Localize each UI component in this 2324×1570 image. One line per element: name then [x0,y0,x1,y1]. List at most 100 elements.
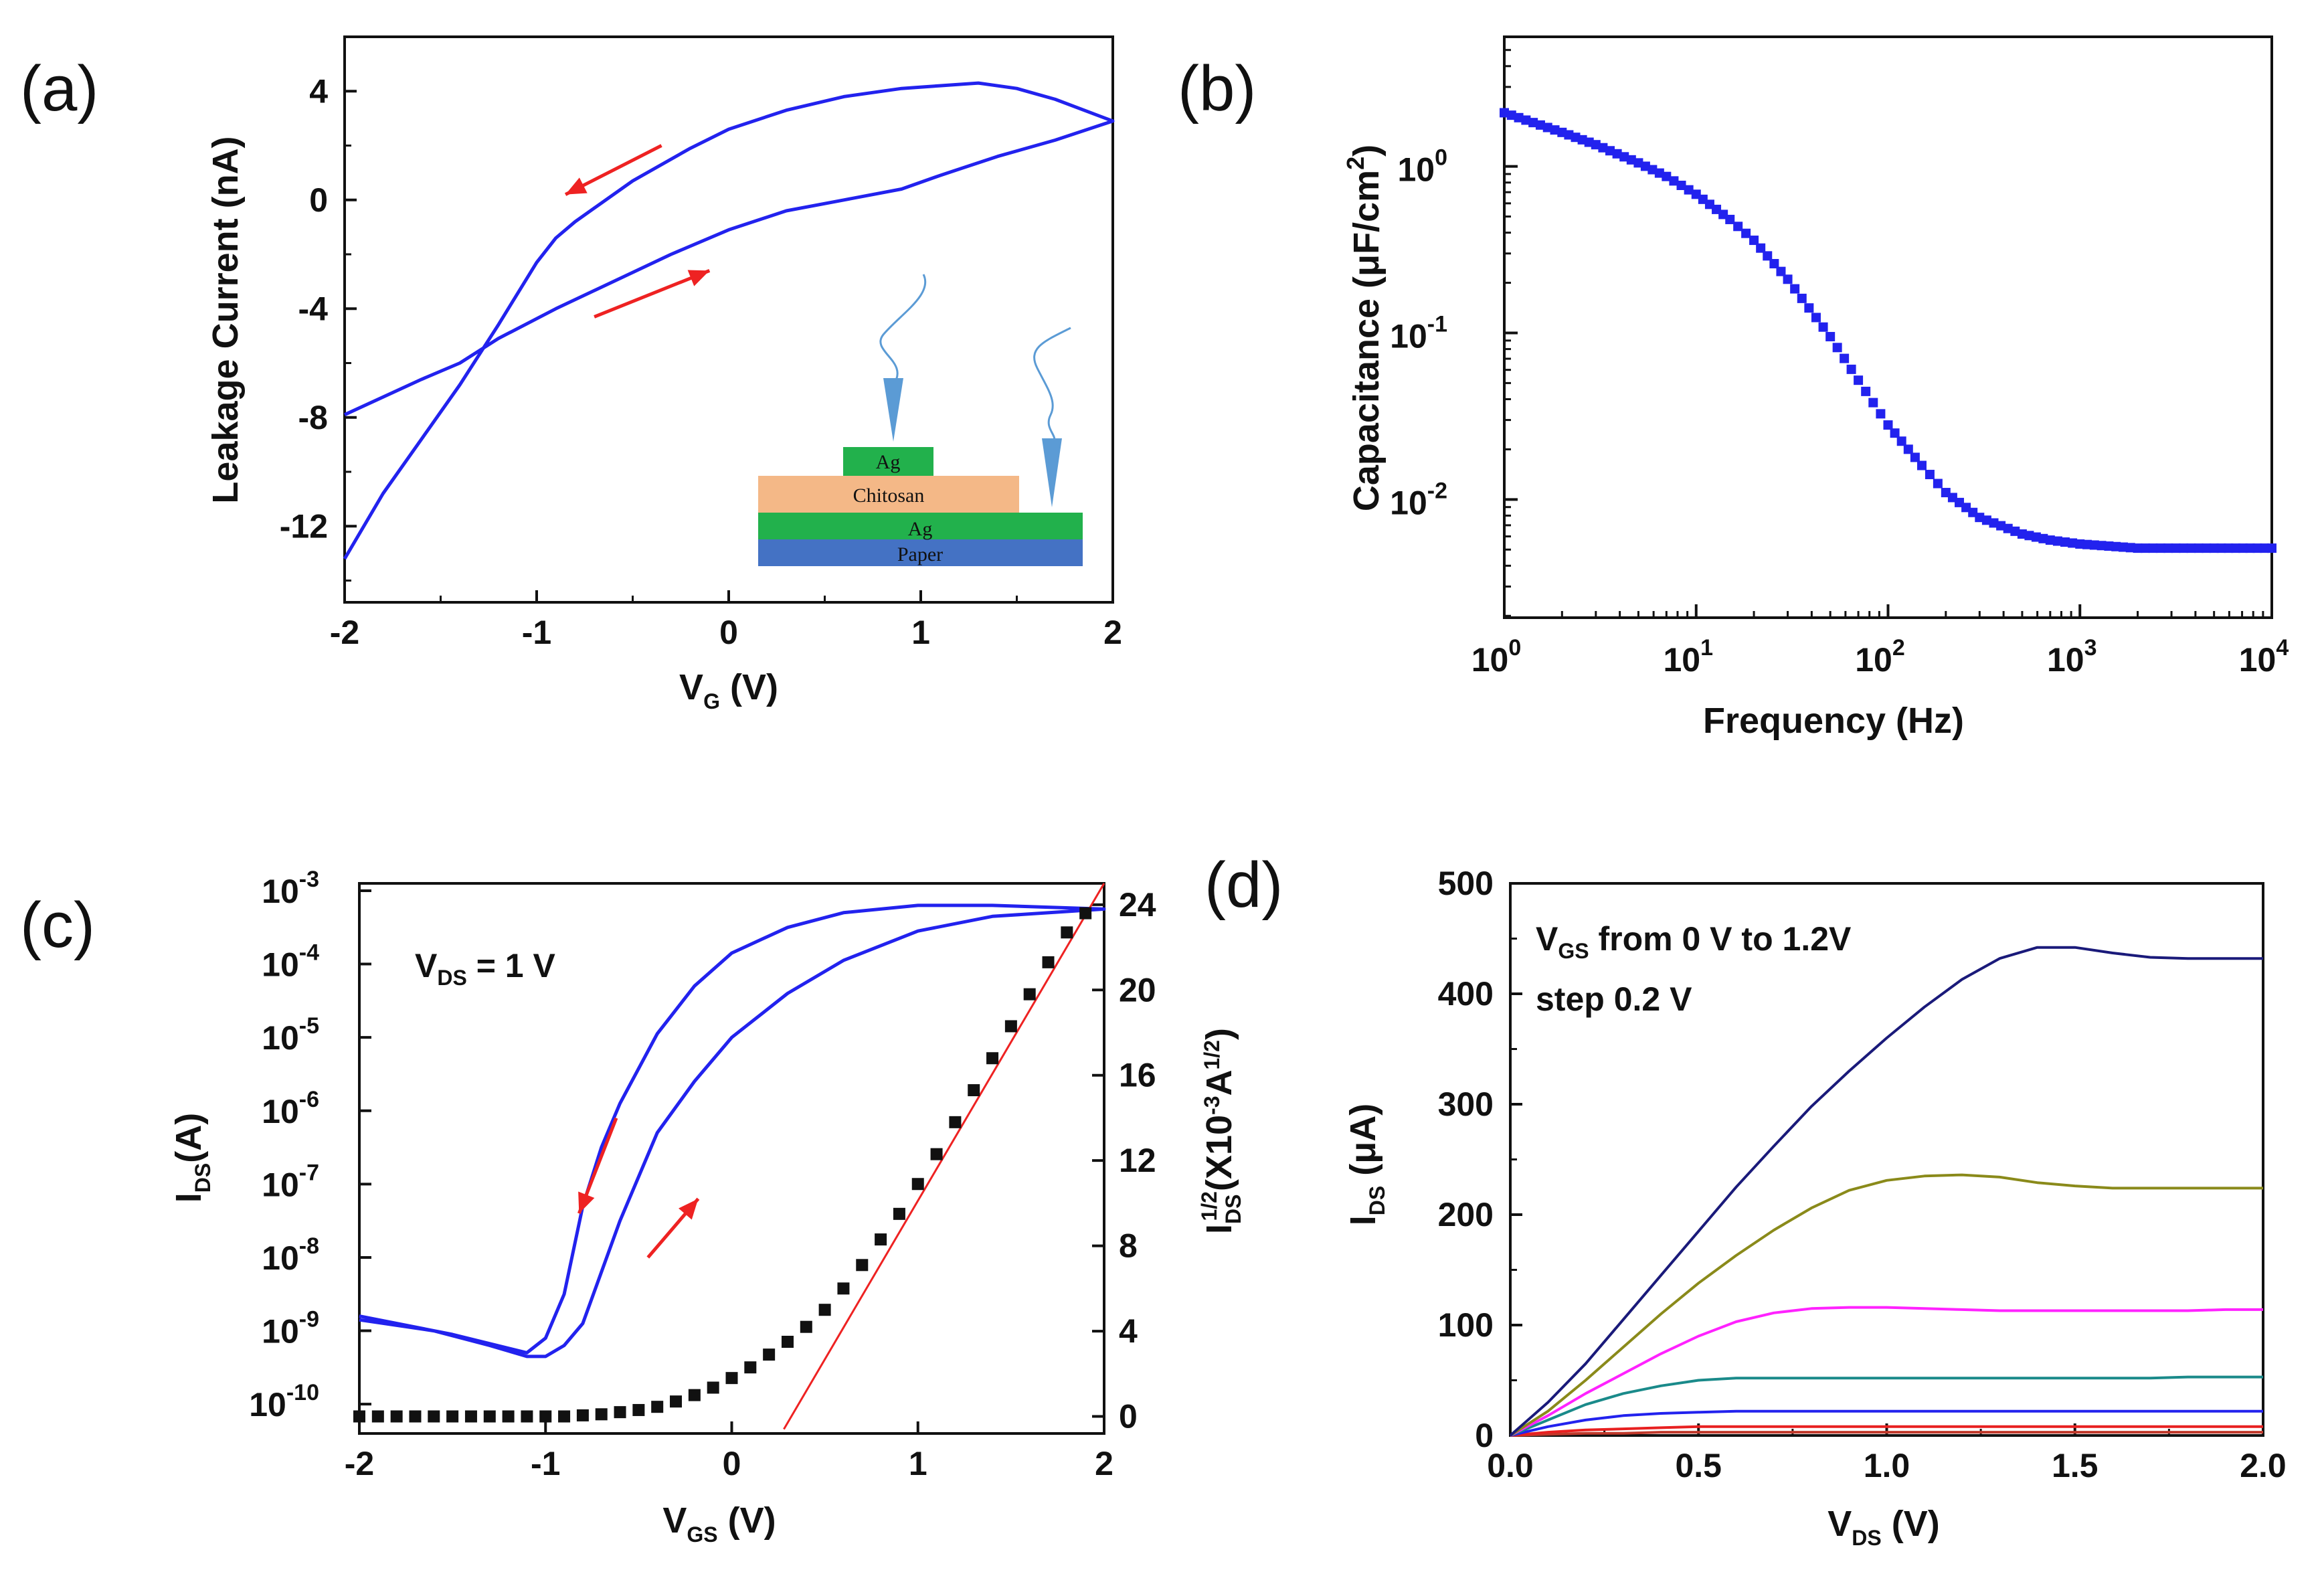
panel-b-x-tick-labels: 100 101 102 103 104 [1471,635,2289,679]
panel-b-y-tick-labels: 100 10-1 10-2 [1390,145,1447,522]
panel-c-sqrt-marker [818,1304,831,1316]
panel-a-label: (a) [20,53,98,124]
panel-b-marker [2224,543,2234,553]
panel-a-sweep-arrow-shaft [594,269,711,319]
panel-c-right-y-axis-label: IDS1/2(X10-3A1/2) [1197,1028,1245,1234]
panel-b-x-tick-label: 103 [2047,635,2097,679]
panel-c-sqrt-marker [595,1408,608,1421]
panel-c-sqrt-marker [651,1401,664,1413]
panel-c-sqrt-marker [539,1410,552,1423]
panel-b-marker [1790,284,1800,294]
panel-c-sqrt-marker [688,1389,701,1401]
panel-c-sqrt-marker [911,1178,924,1191]
panel-b-marker [2096,541,2107,551]
panel-b-marker [2068,538,2078,548]
panel-c-x-tick-labels: -2 -1 0 1 2 [345,1445,1113,1482]
panel-b-marker [2060,537,2070,547]
panel-b-marker [1797,293,1807,303]
panel-d-output-curve [1510,1409,2263,1437]
panel-b-marker [1684,185,1694,195]
panel-c-right-y-tick-label: 20 [1119,971,1156,1009]
panel-d-annotation-line2: step 0.2 V [1536,980,1692,1018]
panel-b-marker [1832,343,1842,353]
inset-probe-wire-left [879,274,926,385]
panel-c: (c) -2 -1 0 1 2 10-3 10-4 10-5 10-6 10-7 10-8… [20,867,1245,1547]
inset-top-ag-layer [843,447,933,476]
panel-a-y-tick-label: -8 [298,399,328,436]
panel-b-marker [2045,535,2055,545]
panel-b-x-tick-label: 104 [2239,635,2289,679]
panel-c-sqrt-marker [1042,956,1055,968]
panel-c-sweep-arrow [577,1117,618,1215]
panel-c-right-y-tick-label: 8 [1119,1227,1138,1265]
panel-c-sqrt-marker [986,1052,999,1065]
panel-d-ticks [1509,882,2264,1437]
panel-c-sqrt-marker [856,1259,869,1272]
panel-d-x-axis-label: VDS (V) [1827,1504,1939,1550]
panel-c-sqrt-marker [502,1410,515,1423]
panel-b-marker [2082,539,2092,549]
device-inset: Ag Chitosan Ag Paper [758,274,1083,566]
panel-b-marker [1521,115,1531,125]
panel-c-right-y-tick-label: 12 [1119,1142,1156,1179]
panel-b-marker [1896,436,1906,446]
panel-c-x-tick-label: -1 [531,1445,560,1482]
panel-b-marker [2089,540,2099,550]
panel-c-sqrt-marker [632,1403,645,1416]
panel-b-marker [1591,140,1601,150]
panel-b-marker [1825,332,1836,342]
inset-layer-label: Ag [908,518,933,540]
panel-b-marker [1756,243,1766,253]
panel-a: (a) -2 -1 0 1 2 4 0 -4 -8 -12 VG (V) Lea… [20,35,1122,713]
panel-a-series [343,81,1115,560]
panel-b-marker [2171,543,2181,553]
panel-b-marker [2216,543,2226,553]
panel-c-sqrt-marker [930,1148,943,1160]
panel-d-x-tick-label: 0.5 [1675,1447,1722,1484]
panel-c-sqrt-marker [875,1233,887,1246]
panel-b-marker [2003,523,2013,533]
panel-c-sqrt-marker [483,1410,496,1423]
panel-c-sqrt-marker [949,1116,962,1128]
inset-layer-label: Ag [876,451,901,473]
panel-b-marker [1868,398,1878,408]
panel-c-right-y-tick-label: 4 [1119,1312,1138,1350]
panel-b-marker [1811,313,1821,323]
panel-c-right-y-tick-label: 24 [1119,886,1156,924]
panel-d-output-curve [1509,1173,2263,1437]
panel-b-marker [1996,521,2006,531]
panel-b-marker [2186,543,2196,553]
panel-c-sqrt-marker [781,1336,794,1348]
panel-d-x-tick-label: 0.0 [1487,1447,1534,1484]
panel-a-y-tick-label: -12 [280,507,328,545]
panel-c-sqrt-marker [968,1084,980,1097]
panel-b-marker [1741,228,1751,238]
panel-a-x-tick-label: -1 [522,614,551,651]
panel-c-sweep-arrow-head [578,1191,595,1214]
panel-b-marker [2202,543,2212,553]
panel-b-marker [1662,171,1672,181]
panel-b-marker [2231,543,2241,553]
panel-d-output-curve [1509,946,2263,1437]
panel-b-x-tick-label: 102 [1855,635,1905,679]
panel-b-y-tick-label: 10-2 [1390,478,1447,521]
panel-d-x-tick-label: 1.5 [2052,1447,2098,1484]
panel-c-sqrt-marker [353,1410,365,1423]
panel-b-marker [1535,120,1545,130]
panel-c-sqrt-marker [464,1410,477,1423]
panel-d-label: (d) [1204,849,1283,921]
panel-d-y-tick-label: 400 [1438,975,1494,1013]
panel-c-vds-annotation: VDS = 1 V [415,947,555,990]
panel-d-y-tick-label: 500 [1438,865,1494,902]
panel-b-marker [2260,543,2270,553]
panel-c-sqrt-marker [521,1410,533,1423]
panel-b-marker [1725,214,1735,224]
panel-b-marker [2267,543,2276,553]
panel-d-y-tick-labels: 0 100 200 300 400 500 [1438,865,1494,1454]
panel-c-sqrt-marker [1061,926,1073,939]
panel-d-x-tick-label: 2.0 [2240,1447,2287,1484]
panel-d: (d) 0.0 0.5 1.0 1.5 2.0 0 100 200 300 40… [1204,849,2287,1550]
panel-d-y-tick-label: 0 [1475,1417,1494,1454]
panel-b-marker [2238,543,2248,553]
